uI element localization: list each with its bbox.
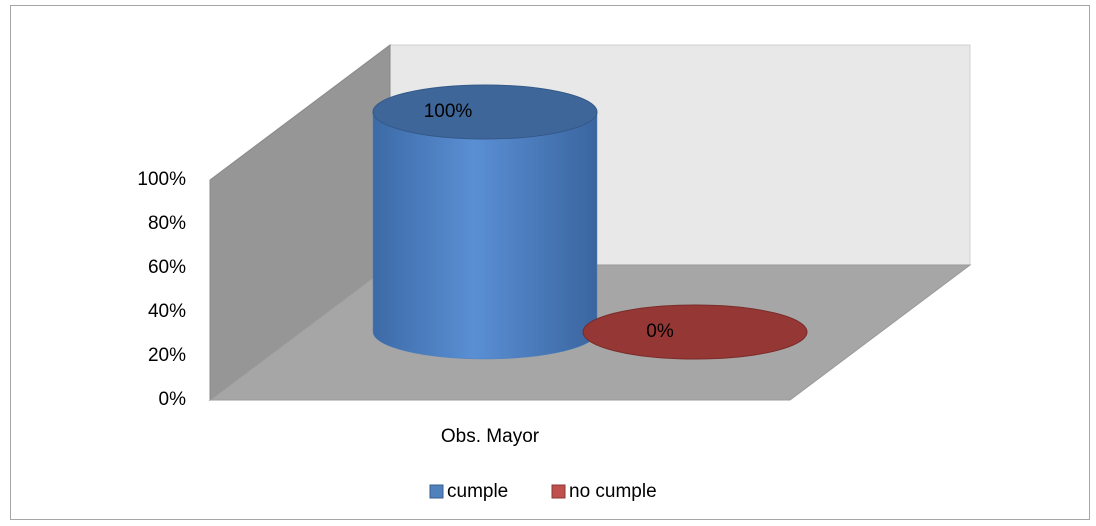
cylinder-top [582,304,808,360]
legend-swatch [551,484,566,499]
legend-label: cumple [447,481,508,502]
y-tick-label: 0% [159,389,187,410]
y-tick-label: 20% [148,345,186,366]
legend-label: no cumple [569,481,657,502]
cylinder-body [372,111,598,360]
category-label: Obs. Mayor [441,426,540,447]
legend-swatch [429,484,444,499]
value-label: 0% [646,321,674,342]
y-tick-label: 40% [148,301,186,322]
y-tick-label: 60% [148,257,186,278]
cylinder-top [372,84,598,140]
y-tick-label: 100% [137,169,186,190]
value-label: 100% [424,101,473,122]
y-tick-label: 80% [148,213,186,234]
